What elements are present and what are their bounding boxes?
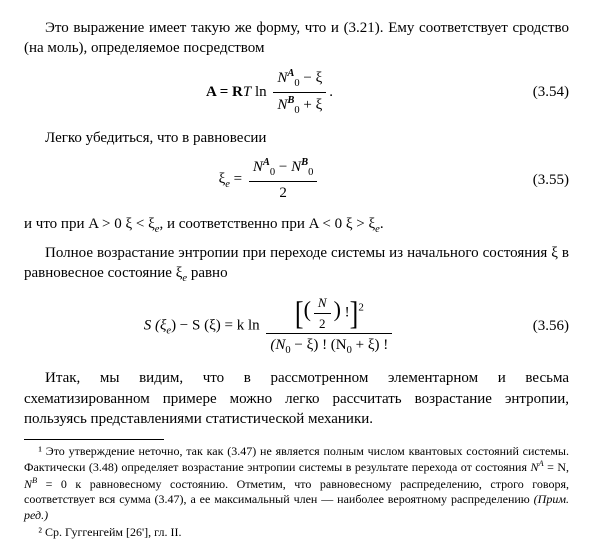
eq355-den: 2 — [249, 182, 318, 203]
eq354-num-N: N — [277, 70, 287, 86]
eq354-T: T — [243, 84, 251, 100]
eq356-inner: (N2) ! — [304, 294, 350, 332]
eq356-den-a: (N — [270, 337, 285, 353]
fn1-mid2: = 0 к равновесному состоянию. Отметим, ч… — [24, 477, 569, 506]
eq356-den-b: − ξ) ! (N — [291, 337, 347, 353]
eq355-num-Na: N — [253, 159, 263, 175]
eq356-lhs-a: S (ξ — [144, 318, 167, 334]
eq356-fraction: [(N2) !]2 (N0 − ξ) ! (N0 + ξ) ! — [266, 294, 392, 358]
eq356-lbracket: [ — [295, 291, 304, 335]
eq354-A: A = R — [206, 84, 243, 100]
footnote-1: ¹ Это утверждение неточно, так как (3.47… — [24, 444, 569, 523]
eq356-den-c: + ξ) ! — [352, 337, 388, 353]
equation-3-54-body: A = RT ln NA0 − ξ NB0 + ξ . — [24, 67, 515, 118]
paragraph-3: и что при A > 0 ξ < ξe, и соответственно… — [24, 214, 569, 237]
equation-3-56-label: (3.56) — [515, 316, 569, 336]
footnote-rule — [24, 439, 164, 440]
fn1-nb: N — [24, 477, 32, 491]
para3-end: . — [380, 216, 384, 232]
eq356-bang: ! — [341, 305, 350, 321]
para3-a: и что при A > 0 ξ < ξ — [24, 216, 155, 232]
eq356-sq: 2 — [358, 302, 364, 314]
footnote-2: ² Ср. Гуггенгейм [26'], гл. II. — [24, 525, 569, 540]
para4-a: Полное возрастание энтропии при переходе… — [24, 245, 569, 281]
eq354-num-rest: − ξ — [300, 70, 323, 86]
paragraph-5: Итак, мы видим, что в рассмотренном элем… — [24, 368, 569, 429]
equation-3-55: ξe = NA0 − NB0 2 (3.55) — [24, 156, 569, 203]
eq356-inner-2: 2 — [314, 314, 331, 333]
equation-3-55-body: ξe = NA0 − NB0 2 — [24, 156, 515, 203]
eq355-minus: − — [275, 159, 291, 175]
eq354-den-N: N — [277, 97, 287, 113]
eq355-num-Nb: N — [291, 159, 301, 175]
eq356-rbracket: ] — [350, 291, 359, 335]
eq354-den-rest: + ξ — [300, 97, 323, 113]
eq356-inner-N: N — [314, 294, 331, 314]
eq355-equals: = — [230, 171, 246, 187]
paragraph-1: Это выражение имеет такую же форму, что … — [24, 18, 569, 59]
equation-3-55-label: (3.55) — [515, 170, 569, 190]
para3-b: , и соответственно при A < 0 ξ > ξ — [159, 216, 375, 232]
eq354-fraction: NA0 − ξ NB0 + ξ — [273, 67, 326, 118]
eq354-ln: ln — [251, 84, 270, 100]
para4-end: равно — [187, 265, 228, 281]
eq356-lhs-b: ) − S (ξ) = k ln — [171, 318, 263, 334]
eq354-num-sup: A — [287, 68, 294, 79]
equation-3-54: A = RT ln NA0 − ξ NB0 + ξ . (3.54) — [24, 67, 569, 118]
fn1-mid1: = N, — [544, 460, 569, 474]
equation-3-56: S (ξe) − S (ξ) = k ln [(N2) !]2 (N0 − ξ)… — [24, 294, 569, 358]
eq355-fraction: NA0 − NB0 2 — [249, 156, 318, 203]
eq355-num-Nb-sub: 0 — [308, 167, 313, 178]
paragraph-4: Полное возрастание энтропии при переходе… — [24, 243, 569, 286]
paragraph-2: Легко убедиться, что в равновесии — [24, 128, 569, 148]
equation-3-54-label: (3.54) — [515, 82, 569, 102]
eq354-period: . — [329, 84, 333, 100]
fn1-a: ¹ Это утверждение неточно, так как (3.47… — [24, 444, 569, 474]
eq355-num-Na-sup: A — [263, 157, 270, 168]
equation-3-56-body: S (ξe) − S (ξ) = k ln [(N2) !]2 (N0 − ξ)… — [24, 294, 515, 358]
